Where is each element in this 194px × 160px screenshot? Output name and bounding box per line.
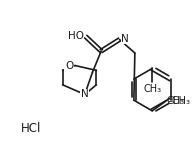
- Text: CH₃: CH₃: [167, 96, 185, 106]
- Text: –CH₃: –CH₃: [168, 96, 191, 106]
- Text: N: N: [121, 34, 129, 44]
- Text: HO: HO: [68, 31, 84, 41]
- Text: CH₃: CH₃: [143, 84, 161, 94]
- Text: O: O: [65, 60, 73, 71]
- Text: HCl: HCl: [21, 122, 42, 135]
- Text: N: N: [81, 89, 89, 100]
